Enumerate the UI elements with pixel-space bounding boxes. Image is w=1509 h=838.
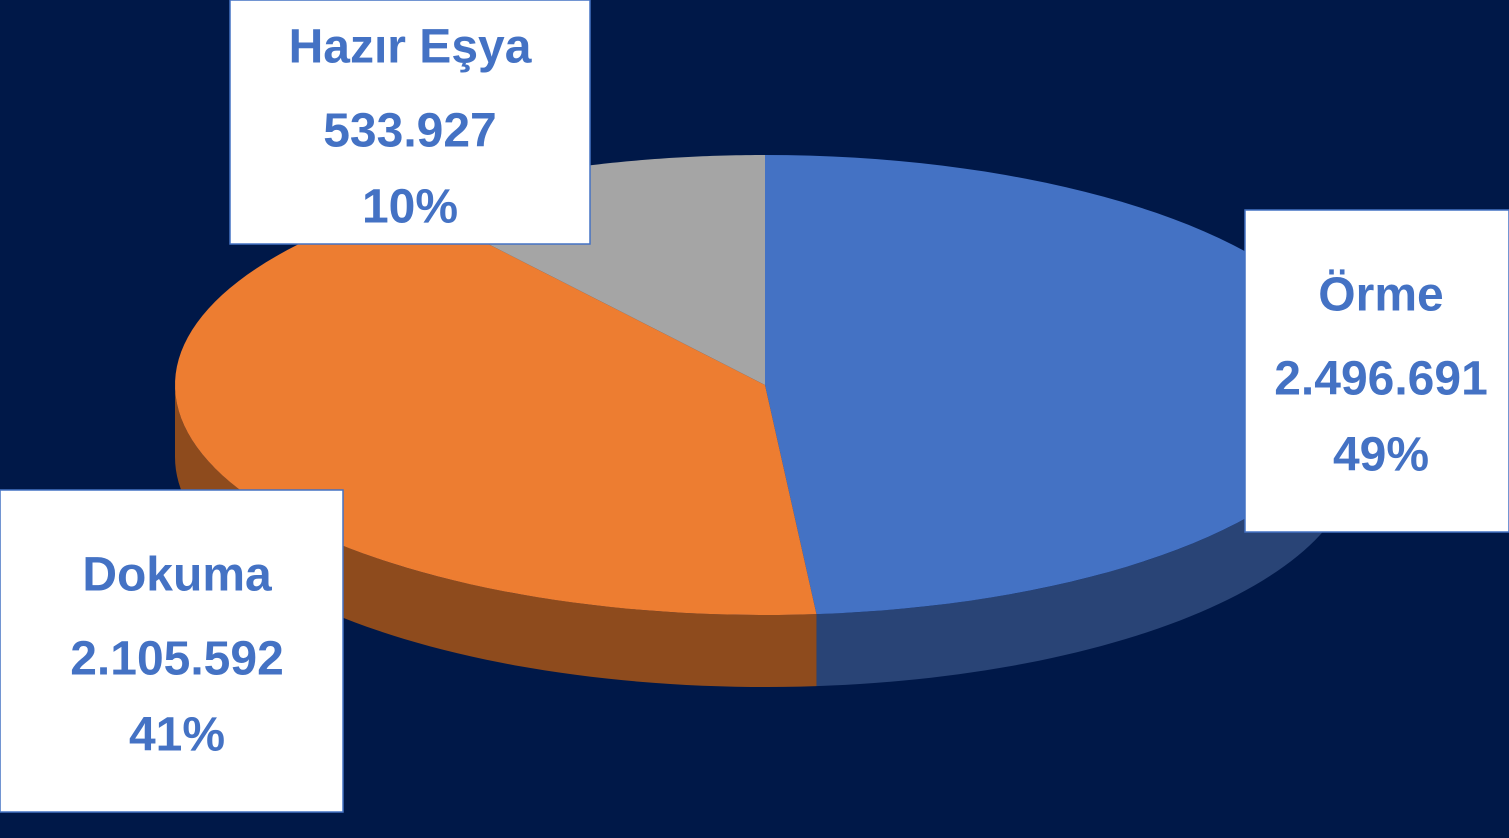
value-label: 2.496.691 (1274, 353, 1488, 406)
slice-top (765, 155, 1355, 615)
value-label: 2.105.592 (70, 633, 284, 686)
slice (765, 155, 1355, 687)
category-label: Örme (1318, 269, 1443, 322)
label-box (1244, 209, 1509, 533)
category-label: Dokuma (82, 549, 272, 602)
value-label: 533.927 (323, 105, 497, 158)
label-box (229, 0, 591, 245)
slice-side (816, 385, 1355, 687)
percent-label: 10% (362, 181, 458, 234)
percent-label: 49% (1333, 429, 1429, 482)
percent-label: 41% (129, 709, 225, 762)
label-box (0, 489, 344, 813)
category-label: Hazır Eşya (289, 21, 532, 74)
